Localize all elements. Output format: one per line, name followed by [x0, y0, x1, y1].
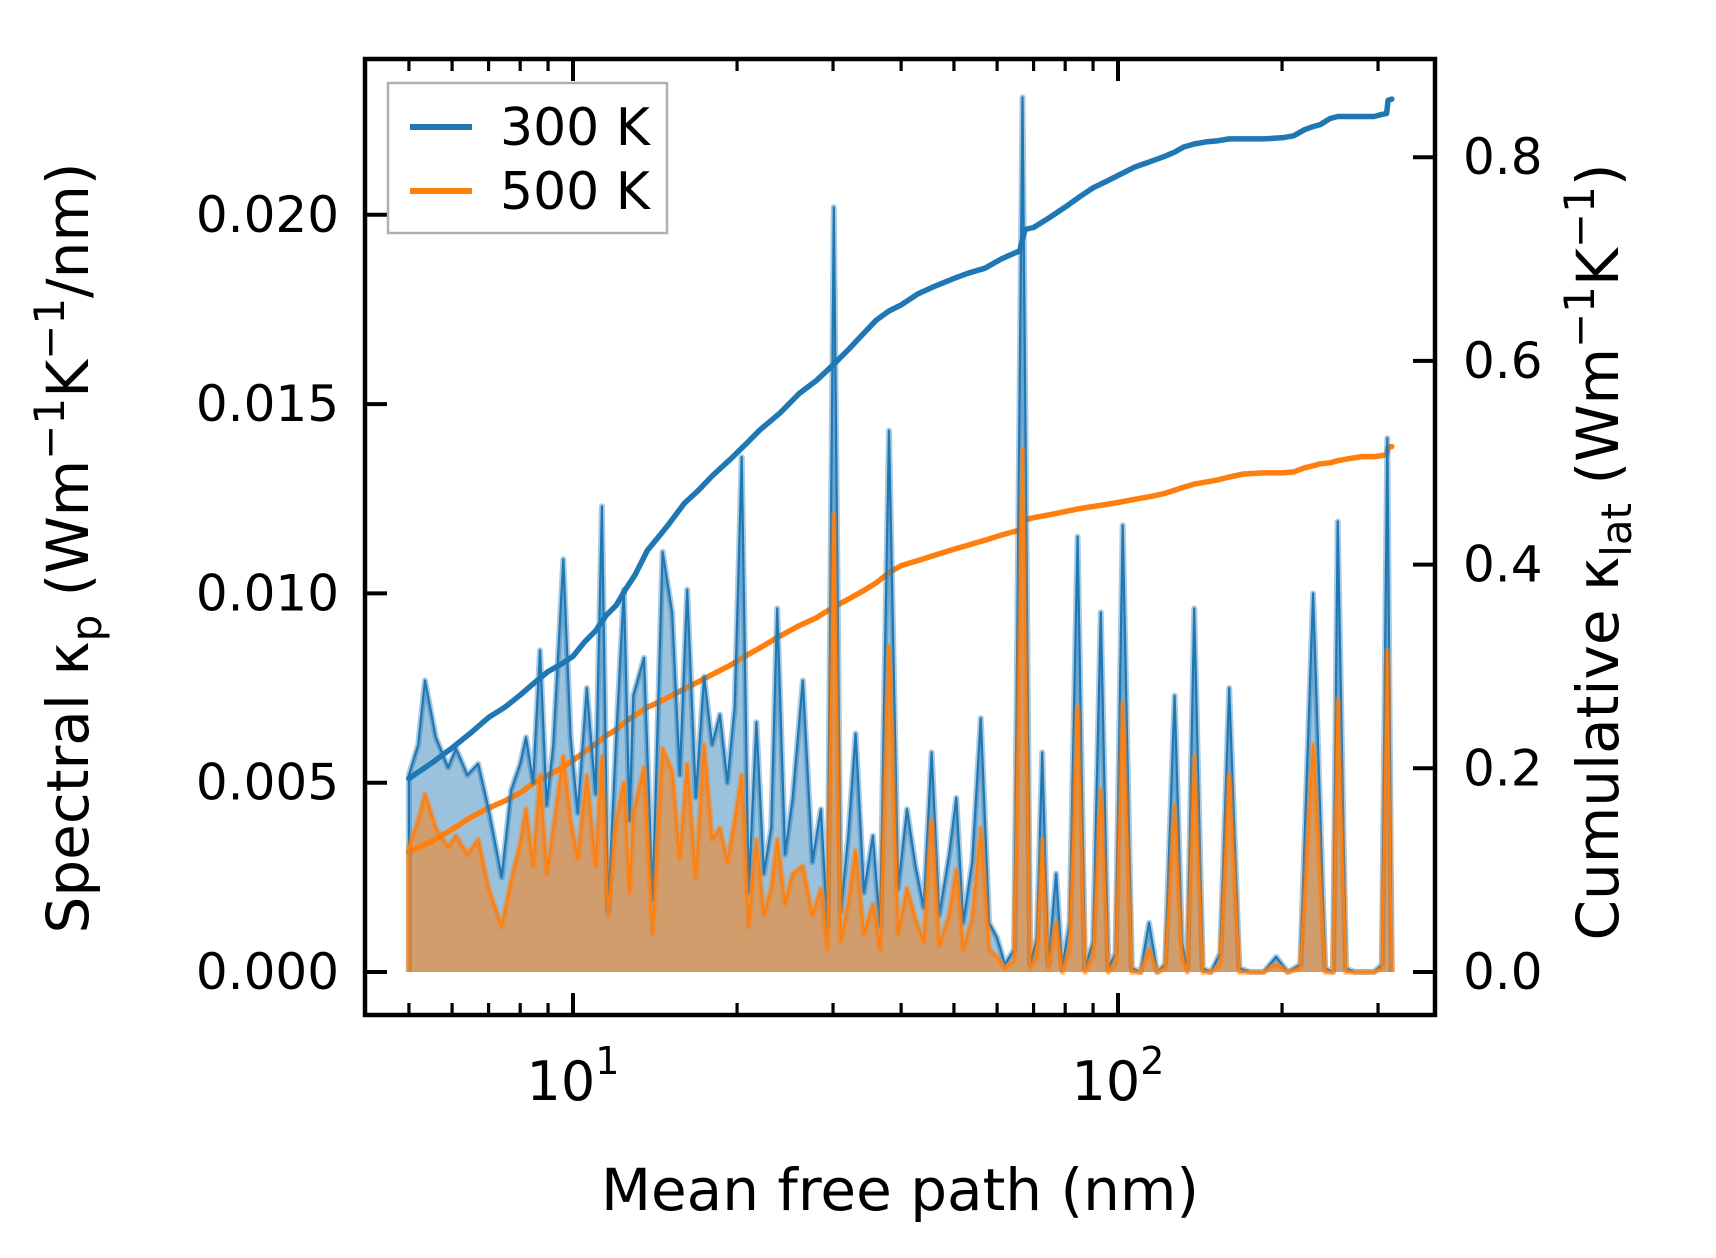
y-right-tick-label: 0.0 [1463, 943, 1543, 1001]
legend-box [386, 81, 669, 235]
axis-tick-labels: 0.000 0.005 0.010 0.015 0.020 0.0 0.2 0.4 0.6 0.8… [196, 128, 1543, 1113]
y-right-tick-label: 0.4 [1463, 536, 1543, 594]
legend-label: 500 K [500, 162, 652, 222]
spectral-fill-areas [408, 97, 1392, 972]
spectral-area-300k [408, 97, 1392, 972]
y-left-tick-label: 0.015 [196, 375, 339, 433]
cumulative-line-300k [406, 96, 1395, 782]
legend-label: 300 K [500, 98, 652, 158]
y-left-tick-label: 0.000 [196, 943, 339, 1001]
y-right-tick-label: 0.6 [1463, 332, 1543, 390]
cumulative-lines [406, 96, 1395, 855]
x-axis-label: Mean free path (nm) [601, 1156, 1199, 1224]
axis-ticks [365, 59, 1435, 1015]
y-right-tick-label: 0.8 [1463, 128, 1543, 186]
cumulative-line-500k [406, 443, 1395, 855]
y-right-axis-label: Cumulative κlat​ (Wm−1​K−1​) [1555, 164, 1641, 941]
axis-titles: Mean free path (nm) Spectral κp​ (Wm−1​K… [25, 163, 1641, 1225]
y-right-tick-label: 0.2 [1463, 739, 1543, 797]
spectral-lines [405, 94, 1395, 975]
y-left-axis-label: Spectral κp​ (Wm−1​K−1​/nm) [25, 163, 111, 934]
spectral-area-500k [408, 449, 1392, 972]
x-tick-label: 101​ [527, 1039, 620, 1113]
y-left-tick-label: 0.020 [196, 186, 339, 244]
y-left-tick-label: 0.005 [196, 754, 339, 812]
spectral-line-500k [407, 448, 1393, 974]
x-tick-label: 102​ [1072, 1039, 1165, 1113]
y-left-tick-label: 0.010 [196, 564, 339, 622]
